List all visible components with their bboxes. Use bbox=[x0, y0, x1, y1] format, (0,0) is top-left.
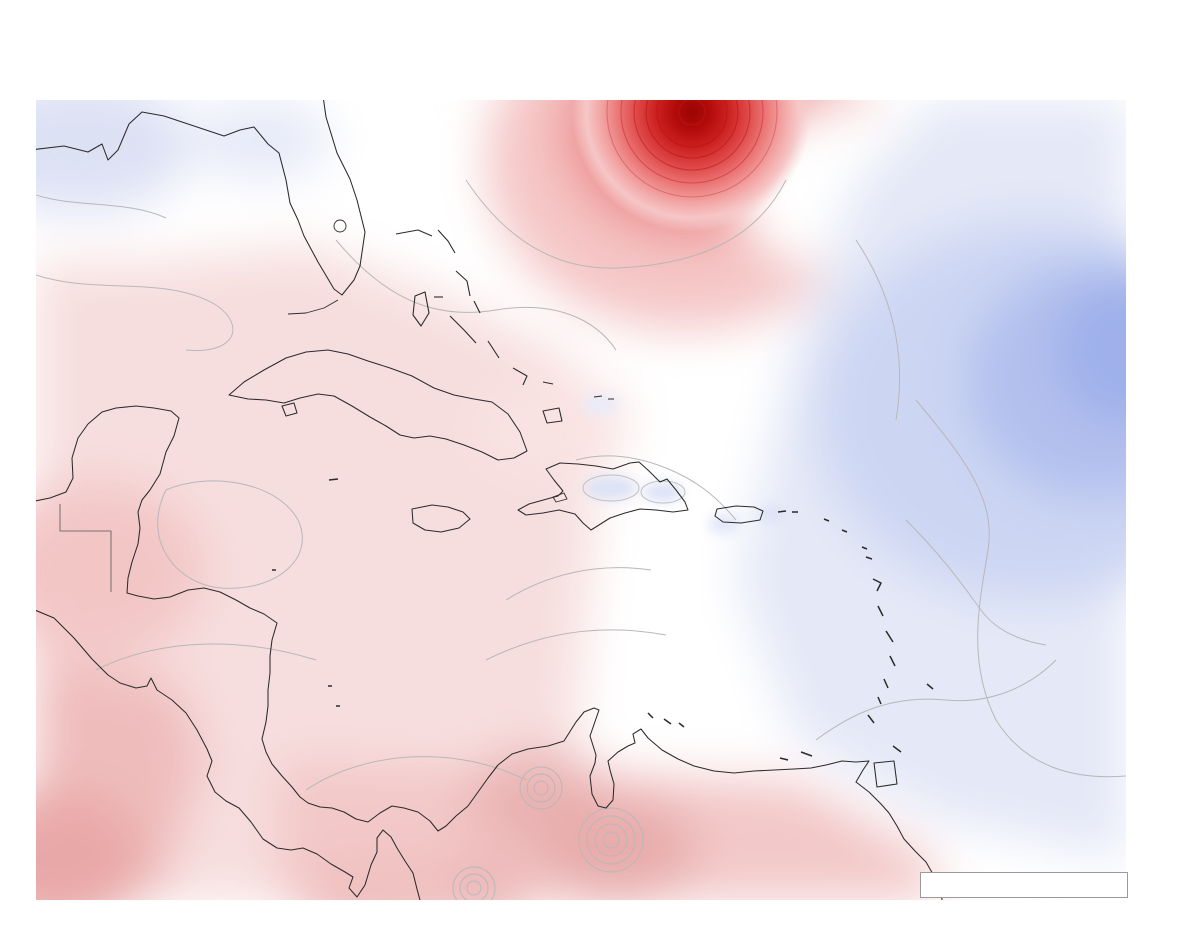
coastline-bahamas bbox=[395, 229, 614, 424]
coastline-caribbean-mainland bbox=[36, 405, 943, 900]
coastline-gonave bbox=[552, 492, 568, 503]
pressure-shading bbox=[36, 100, 1126, 900]
coastline-cayman bbox=[328, 478, 339, 481]
border-mexico-guatemala-belize bbox=[59, 504, 112, 592]
coastlines bbox=[36, 100, 943, 900]
low-pressure-center bbox=[572, 100, 812, 232]
coastline-jamaica bbox=[411, 504, 471, 533]
coastline-pacific-central-america bbox=[36, 609, 421, 900]
coastline-gulf-florida bbox=[36, 100, 366, 296]
coastline-florida-keys bbox=[287, 299, 339, 315]
coastline-puerto-rico bbox=[714, 505, 764, 524]
coastline-lesser-antilles bbox=[272, 510, 934, 788]
pressure-map-canvas bbox=[36, 100, 1126, 900]
credit-box bbox=[920, 872, 1128, 898]
coastline-cuba bbox=[228, 349, 528, 461]
coastline-isle-of-youth bbox=[281, 402, 298, 417]
pressure-map bbox=[36, 100, 1126, 900]
coastline-hispaniola bbox=[517, 461, 689, 531]
isobar-contours bbox=[36, 179, 1126, 900]
lake-okeechobee bbox=[333, 219, 347, 233]
